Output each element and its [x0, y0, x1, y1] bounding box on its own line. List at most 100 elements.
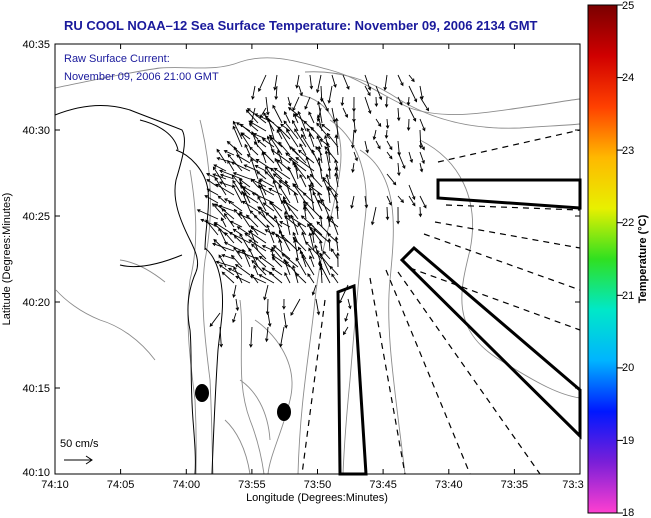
current-vector — [292, 96, 300, 112]
current-vector — [241, 190, 251, 212]
colorbar-tick: 18 — [622, 507, 634, 518]
current-vector — [232, 179, 243, 196]
current-vector — [291, 147, 307, 164]
colorbar-tick: 19 — [622, 435, 634, 447]
current-vector — [406, 96, 411, 106]
current-vector — [232, 284, 237, 299]
radial-dashed-lines — [301, 129, 581, 475]
current-vector — [232, 312, 237, 323]
current-vector — [218, 227, 227, 244]
current-vector — [258, 178, 275, 188]
current-vector — [262, 202, 275, 212]
current-vector — [219, 169, 243, 180]
current-vector — [283, 258, 291, 276]
current-vector — [249, 107, 256, 125]
x-axis-label: Longitude (Degrees:Minutes) — [246, 492, 388, 504]
current-vector — [419, 195, 427, 209]
current-vector — [239, 232, 251, 252]
current-vector — [336, 252, 340, 268]
current-vector — [301, 254, 315, 276]
current-vector — [244, 143, 251, 156]
current-vector — [248, 247, 259, 268]
current-vector — [396, 206, 400, 225]
current-vector — [206, 188, 219, 196]
current-vector — [312, 228, 331, 244]
current-vector — [319, 215, 323, 228]
current-vector — [278, 127, 291, 148]
current-vector — [223, 212, 235, 228]
colorbar-tick: 25 — [622, 0, 634, 12]
current-vector — [290, 298, 301, 316]
current-vector — [268, 271, 283, 284]
current-vector — [258, 274, 275, 284]
current-vector — [280, 234, 299, 252]
current-vector — [273, 167, 291, 180]
current-vector — [342, 74, 350, 90]
current-vector — [216, 148, 227, 164]
current-vector — [248, 239, 267, 252]
current-vector — [386, 173, 397, 186]
current-vector — [298, 85, 303, 97]
current-vector — [287, 106, 299, 116]
current-vector — [334, 172, 339, 188]
current-vector — [246, 154, 259, 164]
x-tick-label: 73:55 — [238, 479, 266, 491]
current-vector — [311, 284, 317, 296]
current-vector — [271, 267, 283, 276]
current-vector — [295, 273, 307, 284]
current-vector — [307, 273, 315, 284]
current-vector — [256, 170, 267, 180]
current-vector — [242, 186, 259, 196]
current-vector — [278, 141, 291, 156]
current-vector — [419, 96, 429, 112]
current-vector — [239, 181, 251, 204]
current-vector — [419, 140, 425, 151]
current-vector — [317, 145, 323, 164]
current-vector — [397, 195, 405, 203]
current-vector — [385, 118, 390, 130]
current-vector — [330, 248, 339, 260]
current-vector — [250, 157, 259, 180]
current-vector — [282, 298, 286, 310]
current-vector — [230, 161, 251, 172]
current-vector — [315, 146, 323, 156]
current-vector — [287, 215, 307, 228]
current-vector — [335, 204, 339, 220]
current-vector — [213, 164, 227, 172]
current-vector — [286, 128, 299, 148]
current-vector — [331, 273, 339, 284]
current-vector — [278, 184, 291, 204]
current-vector — [327, 237, 332, 252]
current-vector — [315, 298, 321, 316]
current-vector — [235, 298, 240, 312]
current-vector — [212, 242, 235, 252]
current-vector — [310, 230, 315, 244]
current-vector — [408, 195, 416, 207]
current-vector — [325, 141, 331, 164]
current-vector — [231, 174, 243, 188]
current-vector — [268, 188, 283, 196]
current-vector — [251, 243, 267, 260]
y-axis: 40:35 40:30 40:25 40:20 40:15 40:10 Lati… — [1, 39, 580, 479]
current-vector — [223, 150, 235, 156]
current-vector — [408, 74, 415, 83]
current-vector — [338, 284, 349, 304]
current-vector — [419, 151, 425, 165]
current-vector — [327, 85, 333, 104]
current-vector — [419, 162, 424, 173]
current-vector — [316, 135, 323, 148]
current-vector — [285, 152, 299, 164]
current-vector — [374, 96, 379, 108]
colorbar-tick: 22 — [622, 217, 634, 229]
current-vector — [364, 195, 369, 209]
current-vector — [269, 200, 283, 220]
current-vector — [253, 264, 259, 276]
current-vector — [299, 143, 307, 156]
current-vector — [321, 123, 331, 132]
subtitle-line-1: Raw Surface Current: — [64, 53, 170, 65]
current-vector — [364, 74, 372, 91]
current-vector — [300, 127, 307, 140]
current-vector — [264, 170, 283, 188]
current-vector — [418, 129, 423, 149]
current-vector — [236, 250, 259, 260]
